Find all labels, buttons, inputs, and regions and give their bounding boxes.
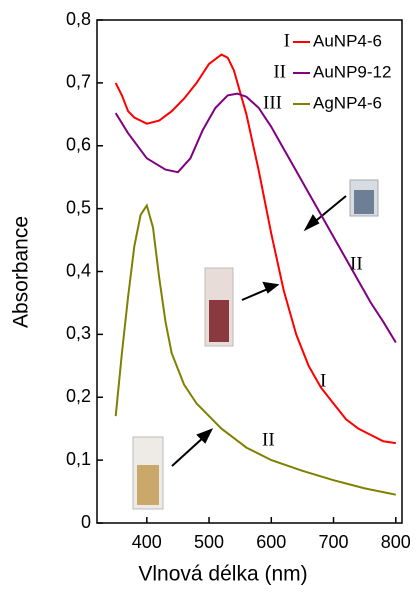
arrow [171, 435, 206, 467]
legend-label: I [284, 30, 290, 51]
y-tick-label: 0,3 [66, 323, 91, 343]
x-tick-label: 800 [381, 532, 411, 552]
y-tick-label: 0,6 [66, 135, 91, 155]
x-axis-label: Vlnová délka (nm) [138, 563, 307, 586]
y-tick-label: 0 [81, 512, 91, 532]
series-line [114, 92, 397, 344]
cuvette-liquid [209, 300, 229, 342]
y-tick-label: 0,7 [66, 72, 91, 92]
curve-annotation: II [262, 429, 275, 450]
y-tick-label: 0,8 [66, 9, 91, 29]
cuvette-liquid [137, 465, 159, 505]
legend-entry: AgNP4-6 [313, 93, 382, 112]
x-tick-label: 500 [194, 532, 224, 552]
curve-annotation: II [350, 253, 363, 274]
y-tick-label: 0,1 [66, 449, 91, 469]
series-line [114, 53, 396, 445]
arrow [241, 287, 271, 301]
legend-label: II [273, 61, 286, 82]
legend-entry: AuNP9-12 [313, 62, 391, 81]
cuvette-images [132, 179, 379, 510]
x-tick-label: 700 [319, 532, 349, 552]
arrow [311, 195, 347, 225]
arrows [171, 195, 347, 467]
x-tick-label: 600 [256, 532, 286, 552]
arrow-head [303, 214, 320, 232]
arrow-head [262, 281, 280, 294]
series-line [114, 203, 396, 496]
cuvette-liquid [354, 190, 374, 214]
y-tick-label: 0,5 [66, 197, 91, 217]
curve-annotation: I [320, 370, 326, 391]
legend-entry: AuNP4-6 [313, 31, 382, 50]
x-tick-label: 400 [132, 532, 162, 552]
y-tick-label: 0,2 [66, 386, 91, 406]
arrow-head [196, 428, 214, 444]
y-axis-label: Absorbance [10, 216, 33, 328]
legend-label: III [263, 92, 282, 113]
y-tick-label: 0,4 [66, 260, 91, 280]
